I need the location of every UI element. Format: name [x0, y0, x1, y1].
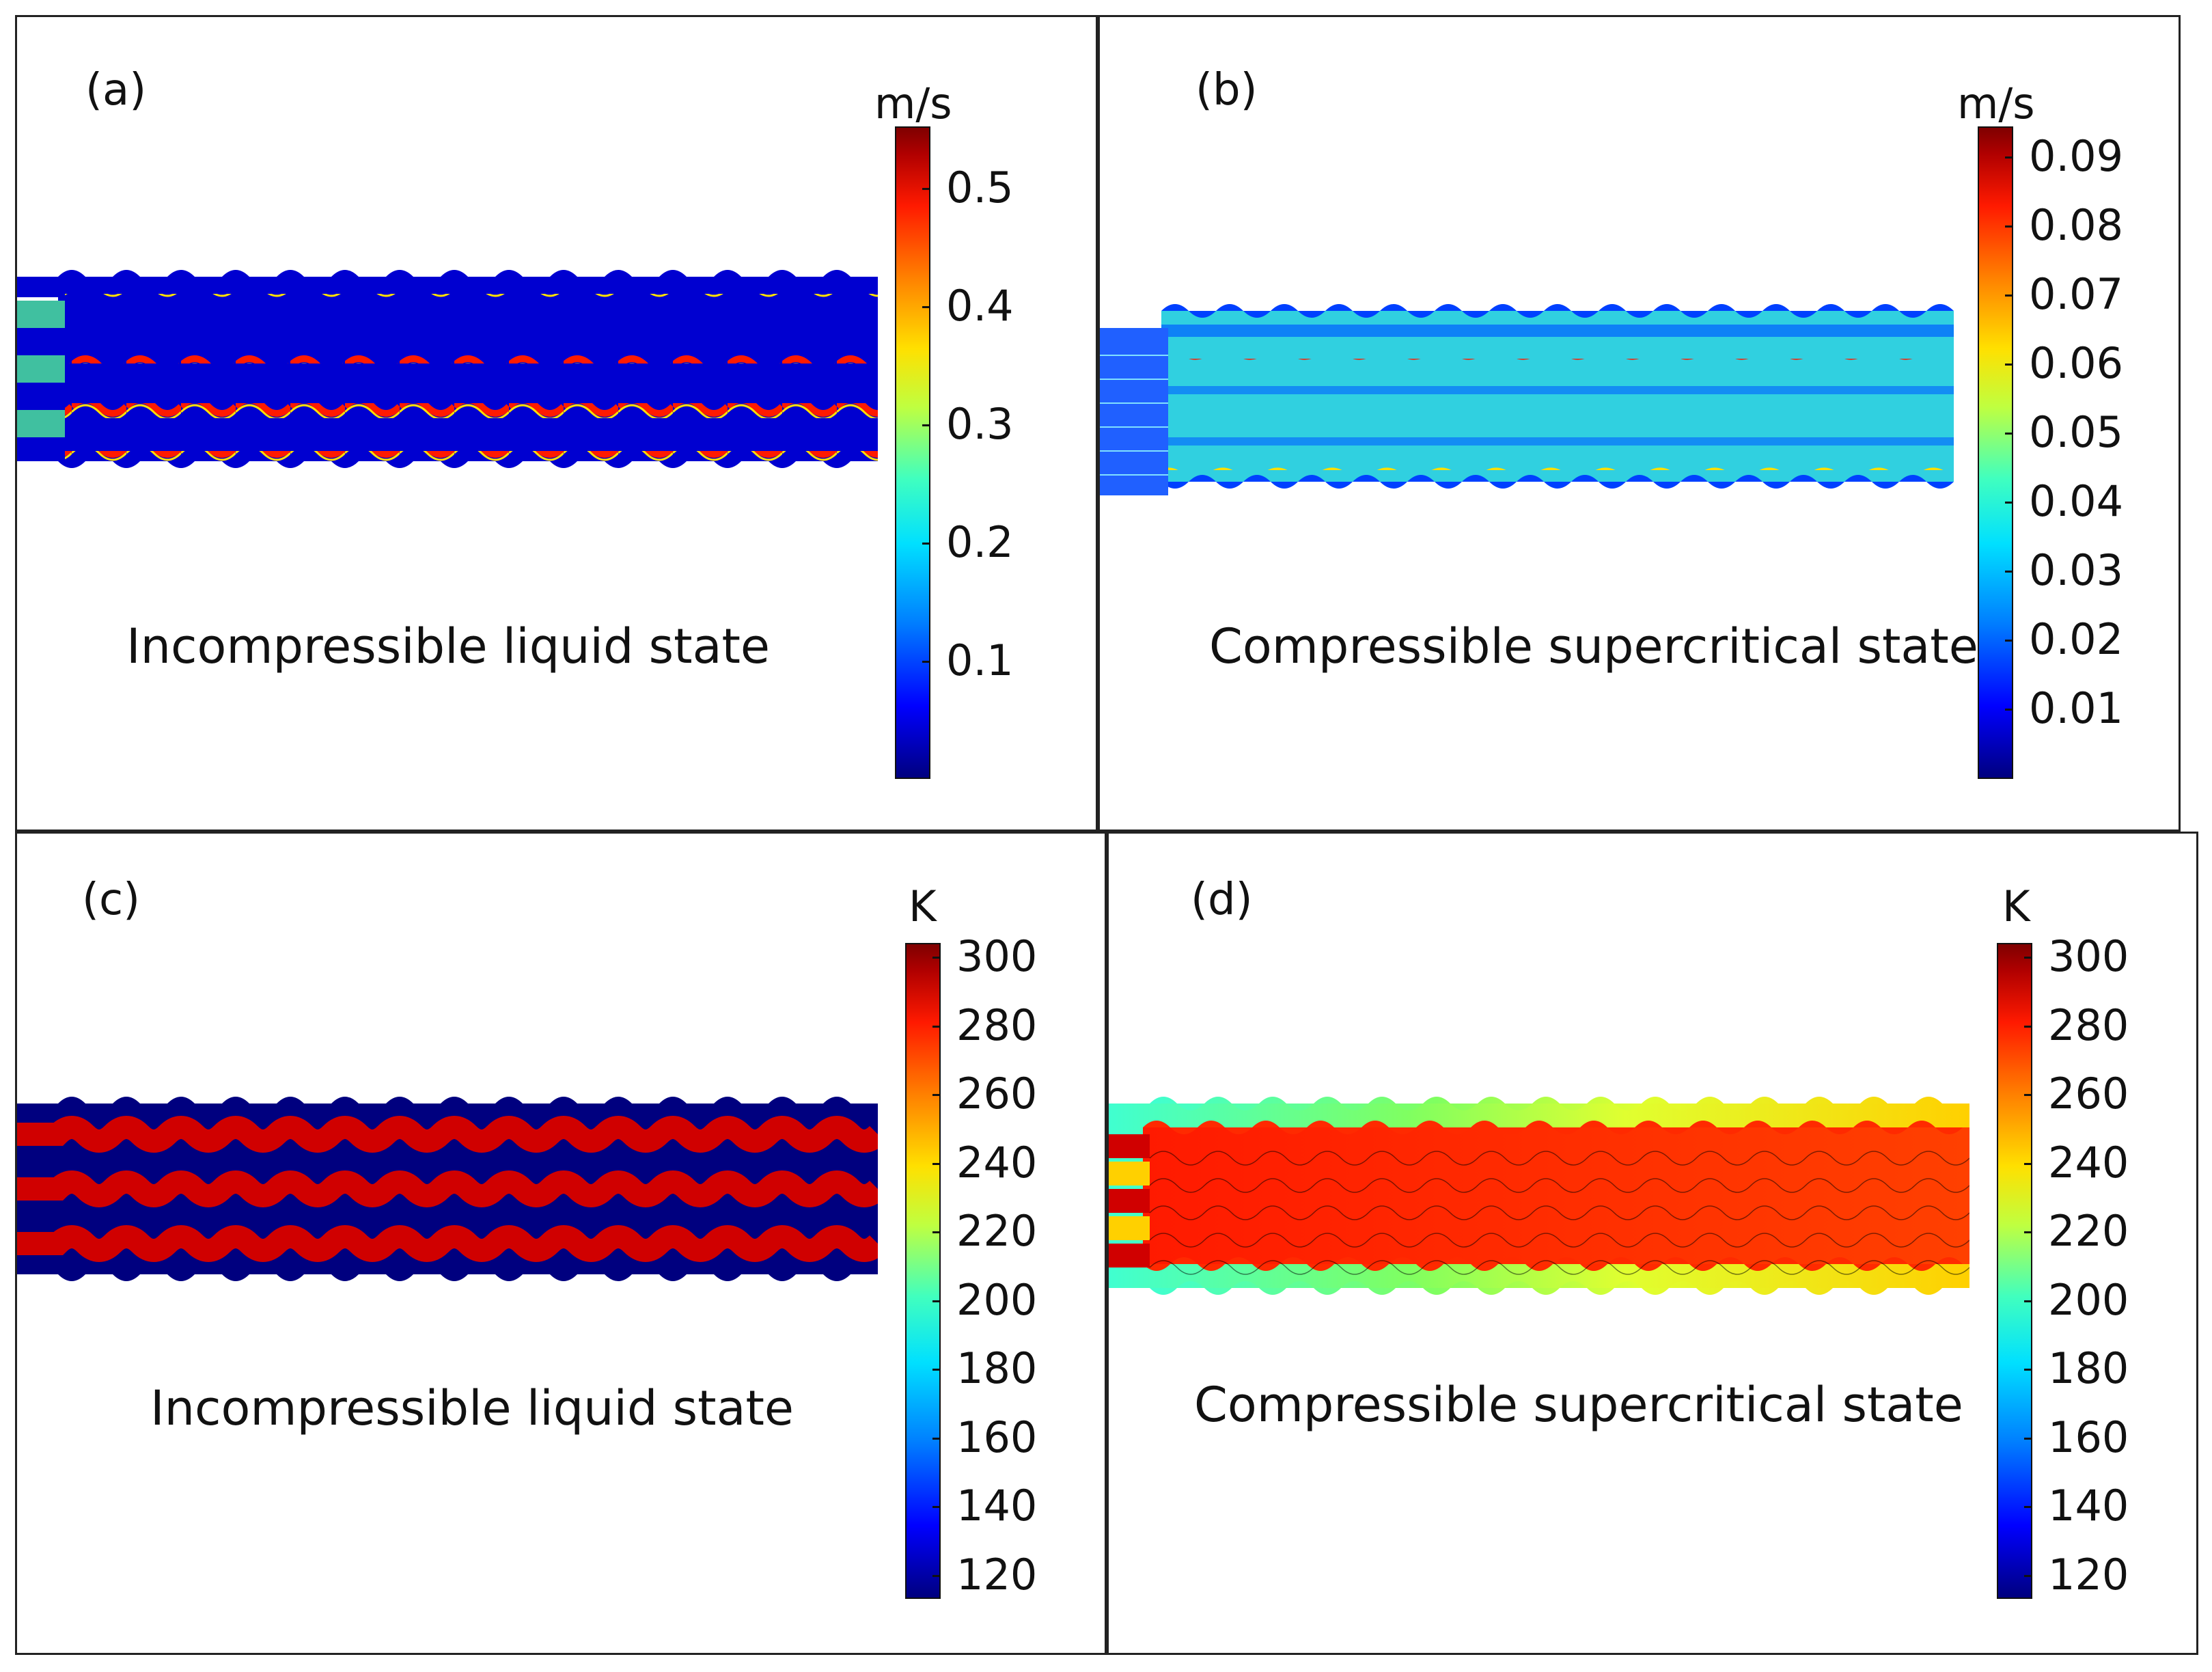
colorbar-tick-mark — [922, 661, 930, 663]
colorbar-c — [905, 943, 941, 1599]
colorbar-tick-label: 0.02 — [2029, 614, 2124, 664]
colorbar-tick-label: 0.4 — [946, 281, 1014, 331]
colorbar-tick-label: 300 — [2048, 931, 2129, 981]
colorbar-tick-mark — [2005, 364, 2013, 366]
colorbar-unit-c: K — [909, 881, 937, 931]
colorbar-tick-label: 0.01 — [2029, 683, 2124, 733]
colorbar-tick-label: 180 — [956, 1343, 1038, 1393]
colorbar-tick-label: 180 — [2048, 1343, 2129, 1393]
panel-label-c: (c) — [82, 875, 141, 925]
colorbar-tick-label: 280 — [956, 1000, 1038, 1050]
colorbar-tick-label: 160 — [2048, 1412, 2129, 1462]
colorbar-tick-mark — [2005, 640, 2013, 642]
caption-b: Compressible supercritical state — [1209, 618, 1978, 674]
colorbar-tick-mark — [2024, 1300, 2032, 1302]
colorbar-tick-mark — [2005, 294, 2013, 297]
colorbar-tick-label: 140 — [2048, 1481, 2129, 1531]
colorbar-tick-label: 0.04 — [2029, 476, 2124, 526]
colorbar-tick-mark — [2024, 1506, 2032, 1508]
colorbar-tick-mark — [2024, 1231, 2032, 1233]
velocity-field-b — [1100, 304, 1954, 495]
colorbar-tick-mark — [932, 1025, 941, 1028]
colorbar-tick-label: 200 — [956, 1274, 1038, 1325]
colorbar-tick-mark — [2024, 1574, 2032, 1577]
colorbar-tick-mark — [2005, 225, 2013, 228]
caption-c: Incompressible liquid state — [150, 1380, 794, 1436]
colorbar-tick-label: 240 — [2048, 1137, 2129, 1188]
colorbar-tick-mark — [932, 1437, 941, 1440]
colorbar-a — [895, 126, 930, 779]
colorbar-tick-mark — [2005, 156, 2013, 159]
colorbar-tick-label: 0.07 — [2029, 269, 2124, 319]
colorbar-tick-mark — [932, 1574, 941, 1577]
panel-label-a: (a) — [85, 65, 147, 115]
colorbar-tick-mark — [932, 1162, 941, 1165]
colorbar-tick-mark — [932, 1300, 941, 1302]
colorbar-tick-mark — [922, 188, 930, 190]
temperature-field-c — [17, 1097, 878, 1281]
wavy-top-edge — [58, 270, 878, 284]
caption-a: Incompressible liquid state — [126, 618, 770, 674]
colorbar-tick-mark — [932, 957, 941, 959]
colorbar-tick-mark — [2024, 1094, 2032, 1096]
colorbar-b — [1978, 126, 2013, 779]
colorbar-tick-label: 300 — [956, 931, 1038, 981]
colorbar-unit-a: m/s — [874, 79, 952, 128]
colorbar-tick-label: 140 — [956, 1481, 1038, 1531]
colorbar-tick-mark — [932, 1231, 941, 1233]
colorbar-tick-label: 0.03 — [2029, 545, 2124, 595]
colorbar-tick-label: 0.05 — [2029, 407, 2124, 457]
colorbar-tick-label: 0.1 — [946, 635, 1014, 685]
colorbar-tick-mark — [2005, 433, 2013, 435]
panel-b: (b) Compressible supercritical state m/s… — [1098, 15, 2181, 832]
colorbar-tick-label: 200 — [2048, 1274, 2129, 1325]
colorbar-tick-label: 220 — [956, 1206, 1038, 1256]
colorbar-tick-label: 0.3 — [946, 399, 1014, 449]
colorbar-tick-label: 220 — [2048, 1206, 2129, 1256]
colorbar-tick-label: 0.09 — [2029, 131, 2124, 181]
colorbar-tick-label: 120 — [956, 1549, 1038, 1600]
colorbar-tick-label: 240 — [956, 1137, 1038, 1188]
colorbar-tick-mark — [2024, 957, 2032, 959]
colorbar-tick-mark — [2024, 1025, 2032, 1028]
panel-a: (a) Incompressible liquid state m/s 0.5 0… — [15, 15, 1098, 832]
colorbar-unit-b: m/s — [1957, 79, 2035, 128]
colorbar-tick-mark — [2024, 1162, 2032, 1165]
panel-c: (c) Incompressible liquid state K 300 280… — [15, 832, 1107, 1655]
colorbar-tick-mark — [932, 1369, 941, 1371]
temperature-field-d — [1109, 1097, 1969, 1295]
panel-label-b: (b) — [1195, 65, 1258, 115]
colorbar-tick-mark — [922, 306, 930, 308]
panel-label-d: (d) — [1191, 875, 1253, 925]
colorbar-tick-mark — [2005, 709, 2013, 711]
colorbar-tick-label: 120 — [2048, 1549, 2129, 1600]
colorbar-tick-label: 260 — [956, 1069, 1038, 1119]
colorbar-tick-label: 160 — [956, 1412, 1038, 1462]
colorbar-tick-mark — [922, 424, 930, 426]
colorbar-tick-mark — [932, 1094, 941, 1096]
colorbar-tick-label: 260 — [2048, 1069, 2129, 1119]
colorbar-unit-d: K — [2002, 881, 2030, 931]
colorbar-tick-mark — [2005, 571, 2013, 573]
panel-d: (d) — [1107, 832, 2198, 1655]
colorbar-d — [1997, 943, 2032, 1599]
colorbar-tick-mark — [922, 543, 930, 545]
colorbar-tick-mark — [2005, 502, 2013, 504]
colorbar-tick-mark — [2024, 1369, 2032, 1371]
colorbar-tick-label: 0.06 — [2029, 338, 2124, 388]
colorbar-tick-label: 0.2 — [946, 517, 1014, 567]
colorbar-tick-label: 280 — [2048, 1000, 2129, 1050]
colorbar-tick-mark — [2024, 1437, 2032, 1440]
colorbar-tick-label: 0.08 — [2029, 200, 2124, 250]
colorbar-tick-label: 0.5 — [946, 163, 1014, 213]
colorbar-tick-mark — [932, 1506, 941, 1508]
caption-d: Compressible supercritical state — [1194, 1377, 1963, 1433]
velocity-field-a — [17, 270, 878, 468]
